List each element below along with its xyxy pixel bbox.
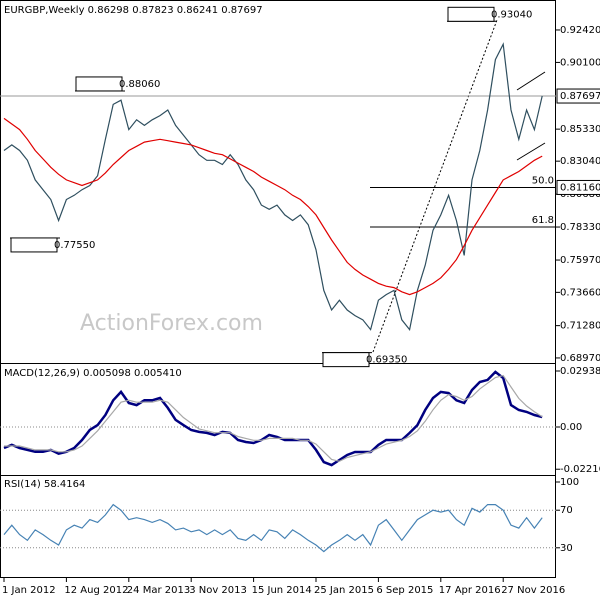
annotation-label-box	[10, 237, 58, 253]
y-tick-label: 0.029387	[560, 366, 600, 377]
y-tick-label: 0.85330	[560, 124, 600, 135]
level-price-label: 0.81160	[560, 182, 600, 193]
annotation-label-box	[447, 6, 495, 22]
annotation-label: 0.93040	[491, 9, 532, 20]
last-price-label: 0.87697	[560, 91, 600, 102]
chart-title: EURGBP,Weekly 0.86298 0.87823 0.86241 0.…	[4, 5, 263, 16]
x-tick-label: 17 Apr 2016	[439, 585, 501, 596]
series-line	[3, 370, 543, 467]
y-tick-label: -0.022161	[560, 464, 600, 475]
y-tick-label: 0.78330	[560, 222, 600, 233]
fib-label: 61.8	[532, 215, 554, 226]
y-tick-label: 0.90100	[560, 57, 600, 68]
annotation-label-box	[322, 352, 370, 368]
y-tick-label: 0.00	[560, 422, 582, 433]
series-line	[3, 503, 543, 553]
annotation-label: 0.69350	[366, 355, 407, 366]
y-tick-label: 0.75970	[560, 255, 600, 266]
x-tick-label: 25 Jan 2015	[314, 585, 374, 596]
watermark: ActionForex.com	[80, 311, 263, 336]
fib-label: 50.0	[532, 175, 554, 186]
x-tick-label: 15 Jun 2014	[252, 585, 312, 596]
x-tick-label: 27 Nov 2016	[501, 585, 565, 596]
series-line	[3, 42, 543, 331]
x-tick-label: 3 Nov 2013	[189, 585, 247, 596]
annotation-label-box	[75, 76, 123, 92]
panel-title: MACD(12,26,9) 0.005098 0.005410	[4, 368, 182, 379]
x-tick-label: 24 Mar 2013	[127, 585, 190, 596]
x-tick-label: 12 Aug 2012	[64, 585, 128, 596]
y-tick-label: 0.68970	[560, 353, 600, 364]
series-line	[4, 374, 543, 462]
annotation-label: 0.77550	[54, 240, 95, 251]
series-line	[3, 117, 543, 296]
y-tick-label: 30	[560, 543, 573, 554]
y-tick-label: 0.71280	[560, 321, 600, 332]
channel-line	[516, 71, 546, 91]
y-tick-label: 0.83040	[560, 156, 600, 167]
channel-line	[516, 142, 546, 161]
y-tick-label: 100	[560, 477, 579, 488]
last-price-label-box	[556, 88, 600, 104]
y-tick-label: 0.92420	[560, 25, 600, 36]
trend-line	[372, 19, 498, 353]
plot-frame	[0, 0, 556, 578]
annotation-label: 0.88060	[119, 79, 160, 90]
y-tick-label: 70	[560, 505, 573, 516]
level-price-label-box	[556, 179, 600, 195]
x-tick-label: 6 Sep 2015	[376, 585, 433, 596]
y-tick-label: 0.73660	[560, 287, 600, 298]
x-tick-label: 1 Jan 2012	[2, 585, 56, 596]
panel-title: RSI(14) 58.4164	[4, 479, 85, 490]
